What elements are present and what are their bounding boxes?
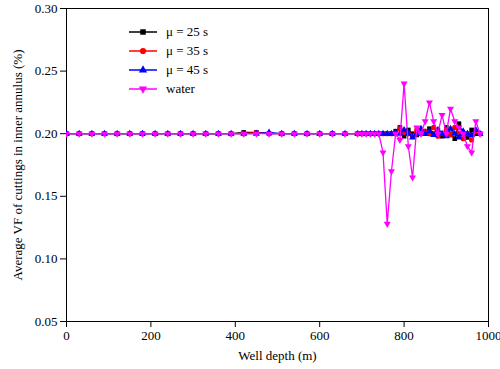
svg-text:0.15: 0.15: [35, 188, 58, 203]
svg-text:1000: 1000: [476, 328, 500, 343]
svg-text:600: 600: [310, 328, 330, 343]
svg-text:Average VF of cuttings in inne: Average VF of cuttings in inner annulus …: [10, 50, 25, 281]
html-text:μ = 25 s: μ = 25 s: [166, 23, 209, 39]
svg-text:800: 800: [394, 328, 414, 343]
svg-text:0.10: 0.10: [35, 251, 58, 266]
svg-text:200: 200: [141, 328, 161, 343]
html-text:water: water: [166, 80, 195, 96]
svg-text:Well depth (m): Well depth (m): [238, 348, 316, 363]
svg-text:0.05: 0.05: [35, 314, 58, 329]
svg-text:0.30: 0.30: [35, 1, 58, 16]
svg-text:0: 0: [63, 328, 70, 343]
svg-text:400: 400: [226, 328, 246, 343]
svg-text:0.20: 0.20: [35, 126, 58, 141]
html-text:μ = 45 s: μ = 45 s: [166, 61, 209, 77]
html-text:μ = 35 s: μ = 35 s: [166, 42, 209, 58]
svg-text:0.25: 0.25: [35, 63, 58, 78]
